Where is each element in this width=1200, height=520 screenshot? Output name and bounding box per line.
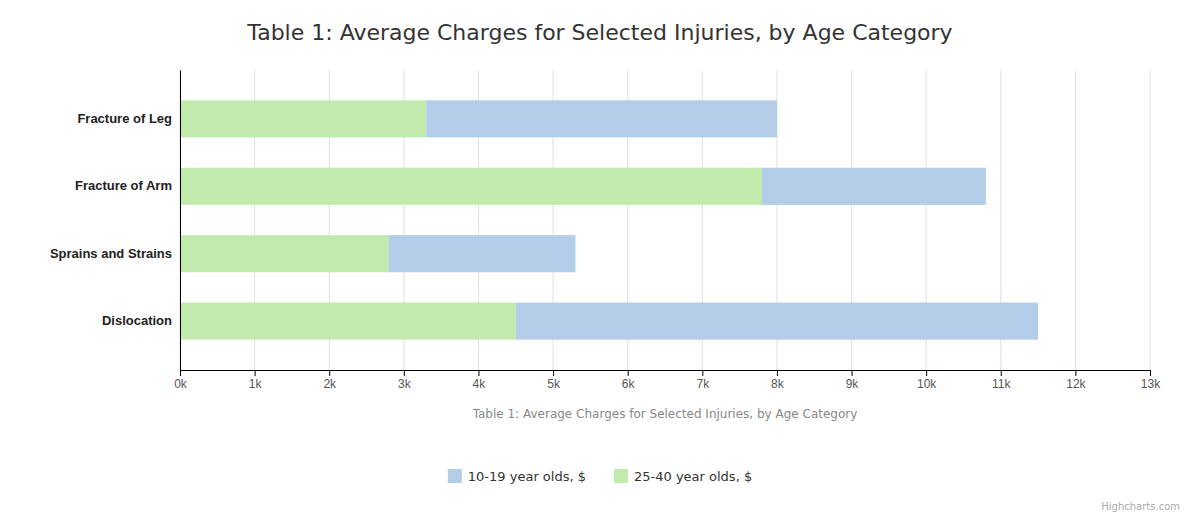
- y-tick-label: Fracture of Leg: [77, 111, 172, 126]
- y-tick-label: Fracture of Arm: [75, 178, 172, 193]
- bar: [516, 303, 1038, 340]
- legend-item: 10-19 year olds, $: [448, 469, 586, 484]
- title: Table 1: Average Charges for Selected In…: [246, 20, 952, 45]
- legend-item: 25-40 year olds, $: [614, 469, 752, 484]
- x-axis: 0k 1k 2k 3k 4k 5k 6k 7k 8k 9k 10k 11k 12k 13k: [174, 370, 1161, 391]
- chart: Table 1: Average Charges for Selected In…: [0, 0, 1200, 520]
- y-axis: Fracture of Leg Fracture of Arm Sprains an…: [50, 71, 181, 371]
- y-tick-label: Dislocation: [102, 313, 172, 328]
- y-tick: Fracture of Arm: [75, 178, 180, 193]
- x-tick-label: 2k: [323, 377, 337, 391]
- y-tick: Sprains and Strains: [50, 246, 180, 261]
- grid-line: [1075, 70, 1076, 370]
- x-tick-label: 1k: [249, 377, 263, 391]
- x-tick-label: 0k: [174, 377, 188, 391]
- x-tick-mark: [777, 370, 778, 376]
- x-tick: 6k: [622, 370, 636, 391]
- x-tick: 10k: [917, 370, 937, 391]
- x-tick: 4k: [473, 370, 487, 391]
- grid-line: [1150, 70, 1151, 370]
- y-axis-line: [180, 71, 181, 371]
- x-tick: 9k: [846, 370, 860, 391]
- legend-swatch: [448, 469, 462, 483]
- x-tick: 8k: [771, 370, 785, 391]
- x-tick: 12k: [1066, 370, 1086, 391]
- grid-line: [180, 70, 181, 370]
- x-tick-label: 7k: [696, 377, 710, 391]
- bar: [180, 100, 426, 137]
- legend: 10-19 year olds, $ 25-40 year olds, $: [448, 469, 752, 484]
- x-tick-label: 12k: [1066, 377, 1086, 391]
- y-tick: Dislocation: [102, 313, 180, 328]
- plot: 0k 1k 2k 3k 4k 5k 6k 7k 8k 9k 10k 11k 12k 13k Fracture…: [50, 70, 1161, 391]
- y-tick-label: Sprains and Strains: [50, 246, 172, 261]
- x-tick: 7k: [696, 370, 710, 391]
- x-tick-mark: [628, 370, 629, 376]
- grid: [180, 70, 1150, 370]
- x-tick-mark: [926, 370, 927, 376]
- y-tick: Fracture of Leg: [77, 111, 180, 126]
- x-axis-line: [181, 370, 1151, 371]
- bar: [389, 235, 576, 272]
- x-tick-mark: [553, 370, 554, 376]
- x-tick-mark: [404, 370, 405, 376]
- x-tick-mark: [852, 370, 853, 376]
- x-tick-label: 13k: [1141, 377, 1161, 391]
- legend-label: 25-40 year olds, $: [634, 469, 752, 484]
- x-tick: 0k: [174, 370, 188, 391]
- x-tick-label: 4k: [473, 377, 487, 391]
- x-tick-mark: [329, 370, 330, 376]
- x-tick-mark: [180, 370, 181, 376]
- x-tick-label: 8k: [771, 377, 785, 391]
- x-axis-title: Table 1: Average Charges for Selected In…: [472, 407, 858, 421]
- x-tick-mark: [1001, 370, 1002, 376]
- legend-swatch: [614, 469, 628, 483]
- x-tick: 5k: [547, 370, 561, 391]
- x-tick-mark: [478, 370, 479, 376]
- x-tick-mark: [1075, 370, 1076, 376]
- x-tick: 1k: [249, 370, 263, 391]
- legend-label: 10-19 year olds, $: [468, 469, 586, 484]
- x-tick-label: 10k: [917, 377, 937, 391]
- bar: [180, 303, 516, 340]
- x-tick-label: 3k: [398, 377, 412, 391]
- bar: [426, 100, 777, 137]
- x-tick: 3k: [398, 370, 412, 391]
- x-tick: 11k: [992, 370, 1011, 391]
- bar: [180, 168, 762, 205]
- x-tick-label: 5k: [547, 377, 561, 391]
- x-tick-mark: [702, 370, 703, 376]
- x-tick-label: 11k: [992, 377, 1011, 391]
- x-tick: 13k: [1141, 370, 1161, 391]
- annotation: Highcharts.com: [1101, 501, 1180, 512]
- bars: [180, 100, 1038, 339]
- series: [389, 100, 1038, 339]
- bar: [180, 235, 389, 272]
- x-tick-mark: [255, 370, 256, 376]
- x-tick-label: 6k: [622, 377, 636, 391]
- x-tick: 2k: [323, 370, 337, 391]
- x-tick-label: 9k: [846, 377, 860, 391]
- bar: [762, 168, 986, 205]
- x-tick-mark: [1150, 370, 1151, 376]
